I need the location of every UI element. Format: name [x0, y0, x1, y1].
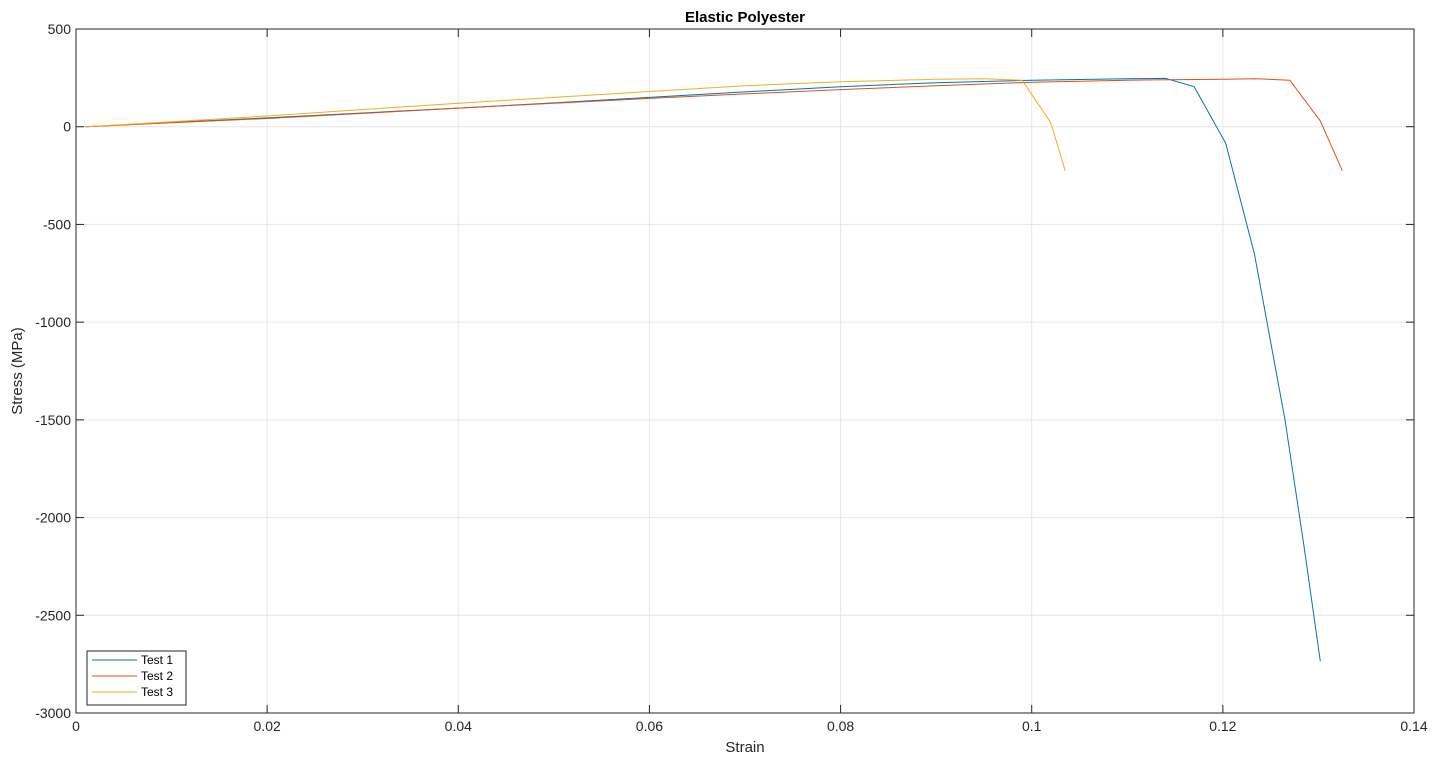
series-line-test-2 [85, 78, 1343, 171]
x-tick-label: 0.02 [254, 718, 281, 734]
x-tick-label: 0.12 [1209, 718, 1236, 734]
tick-marks [75, 28, 1415, 714]
x-tick-label: 0.14 [1400, 718, 1427, 734]
y-tick-label: -500 [43, 216, 71, 232]
y-tick-label: -2000 [35, 510, 71, 526]
y-tick-label: -1500 [35, 412, 71, 428]
x-tick-labels: 0 0.02 0.04 0.06 0.08 0.1 0.12 0.14 [72, 718, 1428, 734]
y-tick-label: -1000 [35, 314, 71, 330]
x-tick-label: 0 [72, 718, 80, 734]
series-layer [85, 77, 1343, 662]
legend-label-test-3: Test 3 [141, 685, 173, 699]
x-tick-label: 0.1 [1022, 718, 1042, 734]
plot-area [76, 29, 1414, 713]
y-tick-labels: 500 0 -500 -1000 -1500 -2000 -2500 -3000 [35, 21, 71, 721]
legend-label-test-1: Test 1 [141, 653, 173, 667]
y-tick-label: 0 [63, 119, 71, 135]
y-tick-label: -3000 [35, 705, 71, 721]
x-tick-label: 0.08 [827, 718, 854, 734]
legend-label-test-2: Test 2 [141, 669, 173, 683]
y-axis-label: Stress (MPa) [9, 327, 26, 415]
legend[interactable]: Test 1 Test 2 Test 3 [86, 650, 187, 706]
y-tick-label: -2500 [35, 607, 71, 623]
x-axis-label: Strain [725, 739, 764, 756]
chart-title: Elastic Polyester [685, 9, 805, 26]
x-tick-label: 0.06 [636, 718, 663, 734]
y-tick-label: 500 [48, 21, 72, 37]
axes-box [75, 28, 1415, 714]
x-tick-label: 0.04 [445, 718, 472, 734]
series-line-test-3 [85, 78, 1066, 171]
